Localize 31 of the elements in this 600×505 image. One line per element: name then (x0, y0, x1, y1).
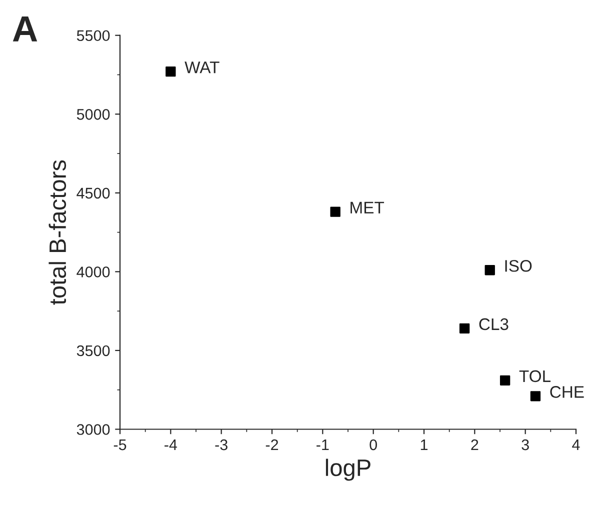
y-tick-label: 5000 (76, 109, 110, 120)
annotation: CHE (550, 386, 584, 398)
annotation: TOL (519, 370, 551, 382)
x-tick-label: -5 (114, 440, 126, 450)
annotation: CL3 (479, 318, 508, 330)
x-tick-label: 2 (471, 439, 478, 450)
annotation: MET (350, 202, 384, 214)
x-tick-label: 1 (420, 440, 428, 450)
x-tick-label: 0 (370, 439, 377, 450)
x-tick-label: -3 (215, 439, 228, 450)
y-tick-label: 5500 (76, 30, 110, 42)
y-tick-label: 4500 (76, 188, 110, 199)
y-axis-title: total B-factors (48, 160, 66, 305)
text: A (12, 16, 38, 42)
x-tick-label: 4 (572, 440, 580, 450)
point (166, 66, 176, 77)
point (330, 206, 340, 217)
x-tick-label: -4 (164, 440, 178, 450)
x-tick-label: -1 (316, 440, 329, 450)
y-tick-label: 3000 (76, 424, 110, 435)
point (500, 375, 510, 386)
y-tick-label: 4000 (76, 266, 110, 278)
x-axis-title: logP (326, 458, 370, 481)
annotation: ISO (505, 260, 532, 272)
y-tick-label: 3500 (76, 345, 110, 356)
annotation: WAT (184, 62, 220, 74)
point (484, 265, 495, 276)
x-tick-label: 3 (522, 439, 529, 450)
point (530, 391, 541, 402)
point (459, 323, 470, 334)
x-tick-label: -2 (266, 439, 278, 450)
